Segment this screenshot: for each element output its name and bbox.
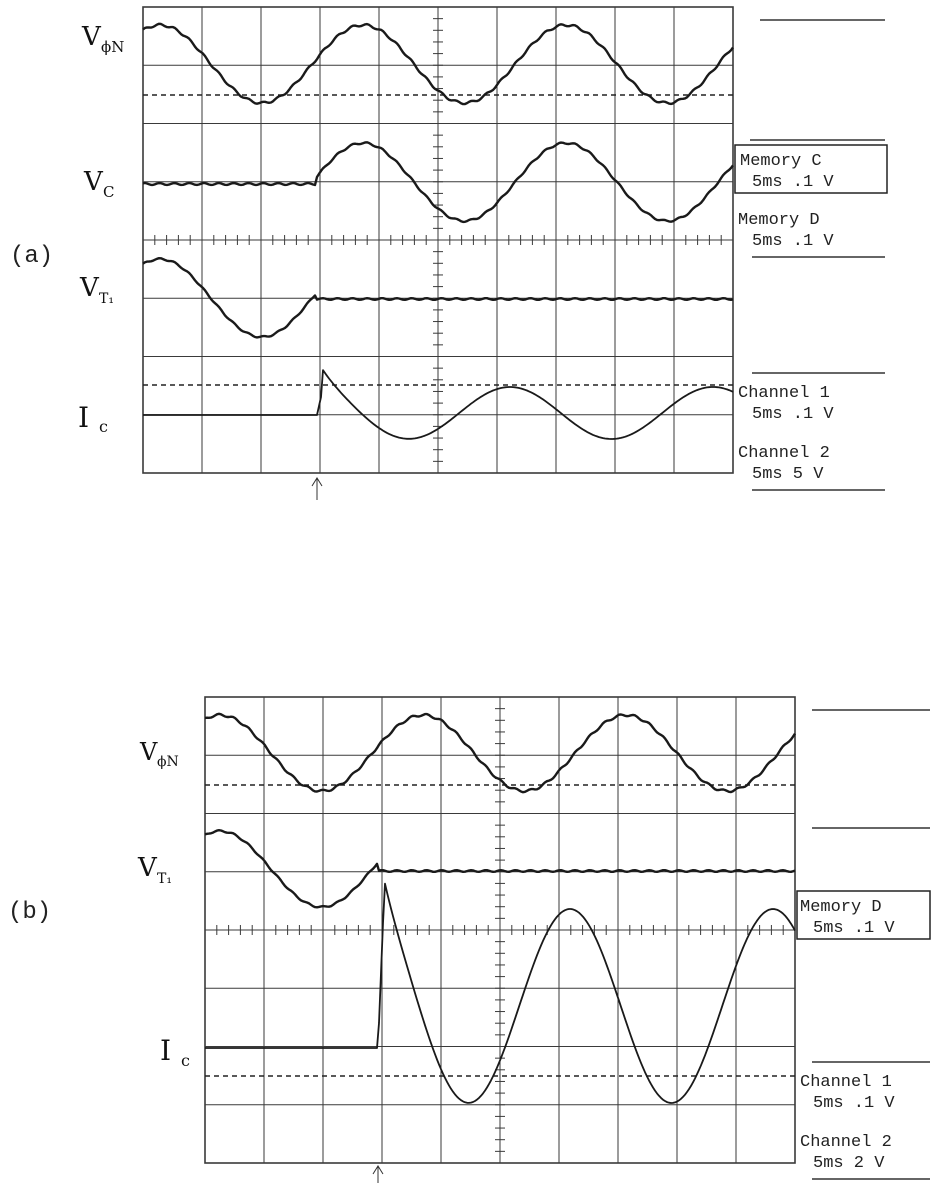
trace-label-ic-a: I c <box>78 401 108 436</box>
grid-b <box>204 696 796 1164</box>
trace-vphin-a <box>142 22 734 106</box>
svg-text:V: V <box>137 853 158 883</box>
trace-label-ic-b: I c <box>160 1034 190 1070</box>
readout-memory-d-name-a: Memory D <box>738 211 820 230</box>
trace-vc-a <box>142 141 734 224</box>
readout-channel-2-name-a: Channel 2 <box>738 444 830 463</box>
memory-c-readout-box <box>734 144 888 194</box>
panel-b-label: (b) <box>8 899 51 926</box>
traces-b <box>204 712 797 1104</box>
trace-label-vphin-b: V ϕN <box>139 738 179 770</box>
trace-vt1-a <box>142 257 734 339</box>
readout-memory-c-settings-a: 5ms .1 V <box>752 173 834 192</box>
readout-channel-1-settings-b: 5ms .1 V <box>813 1094 895 1113</box>
svg-text:ϕN: ϕN <box>157 754 179 770</box>
readouts-a: Memory C 5ms .1 V Memory D 5ms .1 V Chan… <box>734 19 888 491</box>
trace-ic-b <box>205 882 796 1104</box>
readout-memory-c-name-a: Memory C <box>740 152 822 171</box>
readout-channel-2-settings-a: 5ms 5 V <box>752 465 824 484</box>
grid-a <box>142 6 734 474</box>
trace-ic-a <box>143 369 734 440</box>
trigger-arrow-a <box>311 477 323 500</box>
svg-text:T₁: T₁ <box>157 871 172 887</box>
svg-text:c: c <box>99 417 108 436</box>
readout-channel-2-name-b: Channel 2 <box>800 1133 892 1152</box>
svg-text:V: V <box>139 738 158 766</box>
memory-d-readout-box <box>796 890 931 940</box>
trace-label-vc-a: V C <box>83 167 114 201</box>
svg-text:V: V <box>83 167 104 197</box>
svg-text:V: V <box>79 273 100 303</box>
svg-text:I: I <box>160 1034 171 1067</box>
readout-channel-1-settings-a: 5ms .1 V <box>752 405 834 424</box>
svg-text:T₁: T₁ <box>99 291 114 307</box>
svg-text:ϕN: ϕN <box>101 38 124 56</box>
svg-text:c: c <box>181 1051 190 1070</box>
readout-channel-2-settings-b: 5ms 2 V <box>813 1154 885 1173</box>
svg-text:V: V <box>81 22 102 52</box>
trace-label-vt1-b: V T₁ <box>137 853 172 887</box>
trace-vt1-b <box>204 829 796 909</box>
panel-b: (b) V ϕN V T₁ I c Memory D 5ms .1 V Chan… <box>8 696 931 1183</box>
trace-vphin-b <box>204 712 797 794</box>
trigger-arrow-b <box>372 1165 384 1183</box>
panel-a-label: (a) <box>10 243 53 270</box>
trace-label-vphin-a: V ϕN <box>81 22 124 56</box>
readout-memory-d-settings-a: 5ms .1 V <box>752 232 834 251</box>
traces-a <box>142 22 734 440</box>
panel-a: (a) V ϕN V C V T₁ I c Memory C 5ms .1 V … <box>10 6 888 500</box>
svg-text:I: I <box>78 401 89 434</box>
readout-memory-d-name-b: Memory D <box>800 898 882 917</box>
readouts-b: Memory D 5ms .1 V Channel 1 5ms .1 V Cha… <box>796 709 931 1180</box>
readout-channel-1-name-a: Channel 1 <box>738 384 830 403</box>
readout-channel-1-name-b: Channel 1 <box>800 1073 892 1092</box>
readout-memory-d-settings-b: 5ms .1 V <box>813 919 895 938</box>
trace-label-vt1-a: V T₁ <box>79 273 114 307</box>
svg-text:C: C <box>103 183 114 201</box>
